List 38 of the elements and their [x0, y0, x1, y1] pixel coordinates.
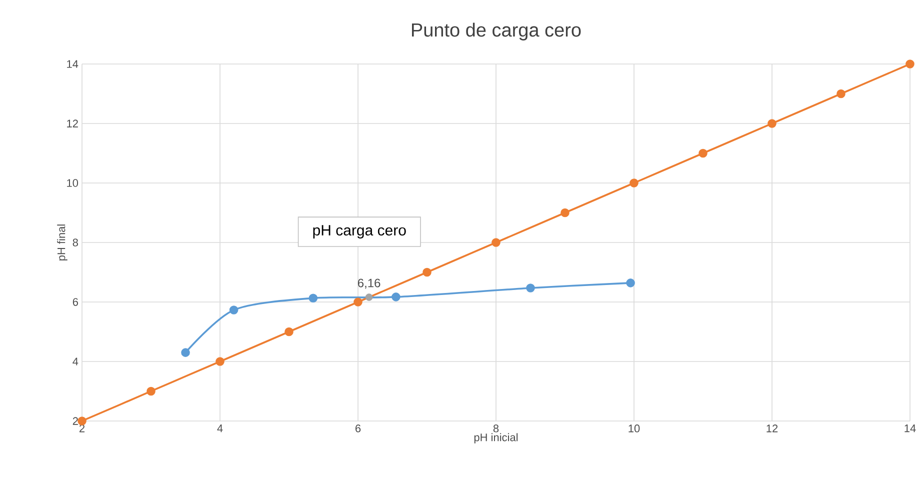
point [229, 306, 238, 314]
x-axis-title: pH inicial [474, 433, 518, 444]
point [626, 278, 635, 288]
annotation: 6,16 [358, 278, 380, 289]
y-tick-label: 2 [72, 417, 78, 425]
annotation: pH carga cero [313, 225, 406, 238]
x-tick-label: 8 [493, 424, 499, 432]
x-tick-label: 4 [217, 424, 223, 432]
y-tick-label: 4 [72, 358, 78, 366]
x-tick-label: 12 [766, 424, 778, 432]
point [422, 268, 432, 277]
point [630, 178, 638, 188]
y-tick-label: 12 [67, 120, 78, 128]
point [181, 348, 190, 357]
chart-title: Punto de carga cero [412, 22, 581, 40]
point [526, 284, 535, 292]
point [906, 60, 914, 68]
x-tick-label: 6 [356, 424, 361, 432]
point [836, 89, 846, 98]
point [698, 148, 708, 158]
point [216, 357, 224, 366]
point [768, 119, 776, 128]
point [354, 298, 362, 306]
point [78, 416, 86, 426]
x-tick-label: 10 [628, 424, 640, 432]
y-tick-label: 14 [67, 60, 78, 68]
point [492, 238, 500, 247]
point [284, 327, 294, 336]
y-tick-label: 8 [72, 238, 78, 246]
point [146, 386, 156, 396]
point [308, 294, 318, 303]
x-tick-label: 14 [904, 424, 916, 432]
point [392, 292, 400, 302]
point [560, 208, 570, 218]
y-axis-title: pH final [57, 224, 68, 260]
y-tick-label: 6 [72, 298, 78, 306]
point [365, 294, 373, 301]
y-tick-label: 10 [67, 179, 78, 187]
